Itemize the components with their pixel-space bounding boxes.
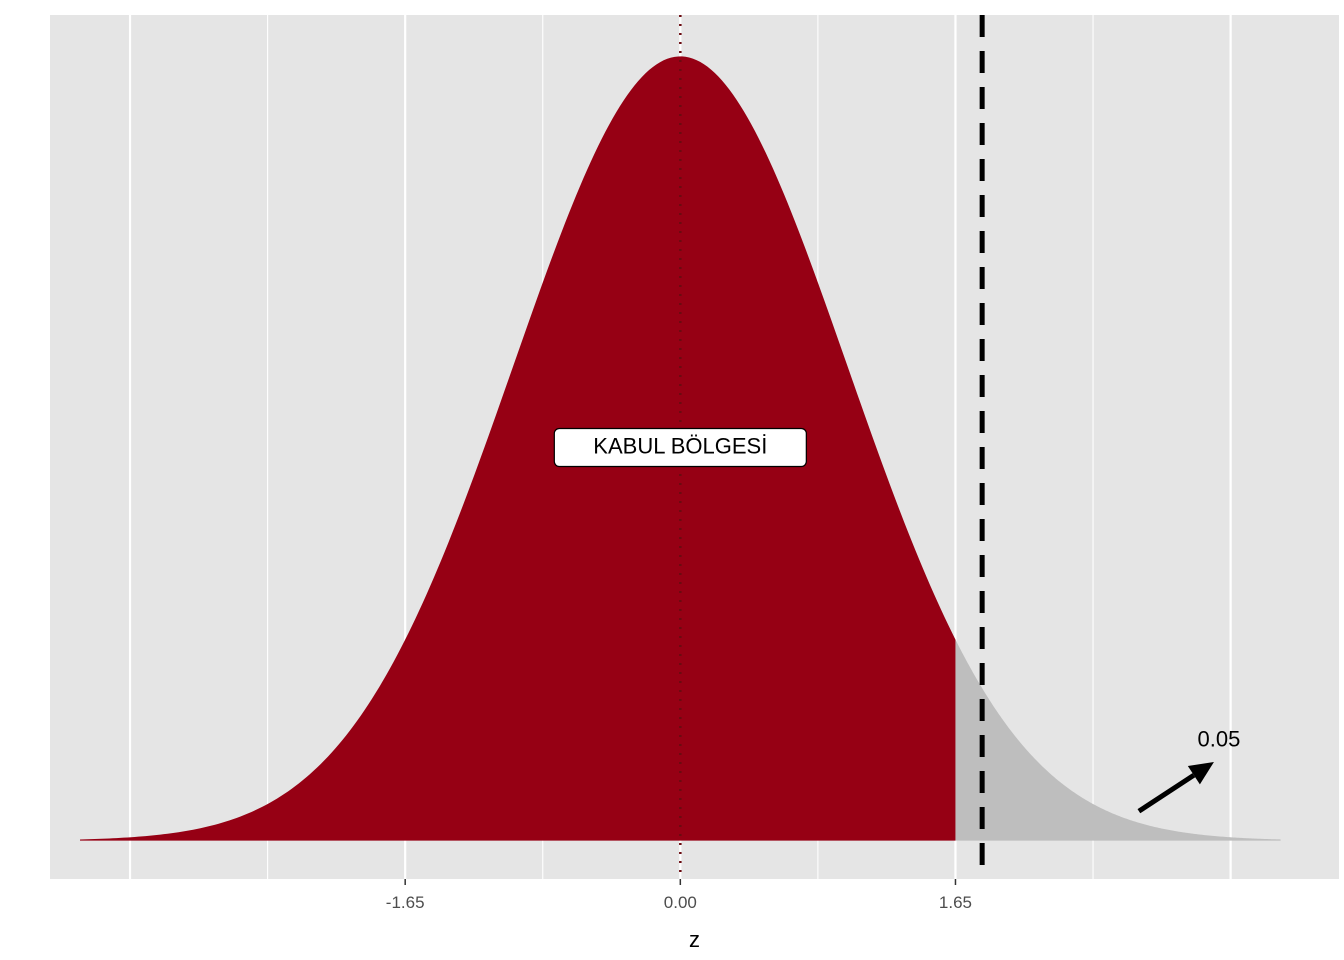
annotations: KABUL BÖLGESİ 0.05 [553, 427, 1241, 814]
x-tick-label: 0.00 [664, 893, 697, 912]
x-axis: -1.65 0.00 1.65 [386, 879, 972, 912]
arrow-shaft [1137, 773, 1196, 814]
acceptance-region [80, 56, 956, 841]
density-areas [80, 56, 1281, 841]
rejection-region [955, 639, 1281, 841]
x-tick-label: 1.65 [939, 893, 972, 912]
x-tick-label: -1.65 [386, 893, 425, 912]
acceptance-label-box [553, 427, 807, 468]
alpha-value-label: 0.05 [1198, 726, 1241, 751]
arrow-head [1187, 762, 1214, 785]
acceptance-label: KABUL BÖLGESİ [593, 433, 767, 458]
x-axis-title: z [689, 927, 700, 952]
